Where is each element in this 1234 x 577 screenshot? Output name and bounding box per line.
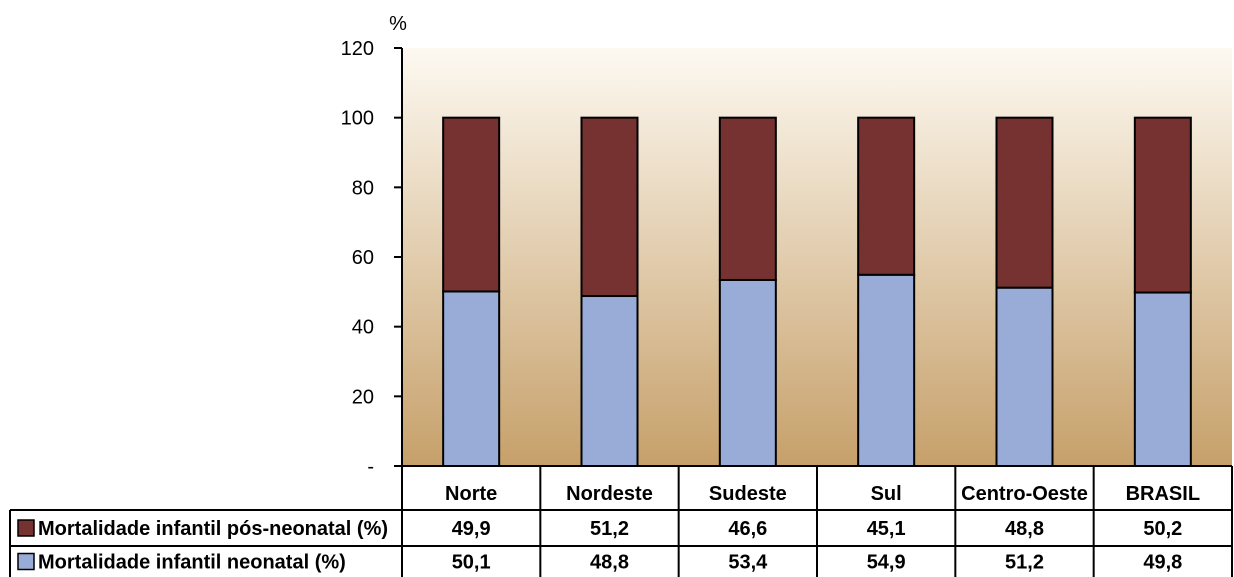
bar-neonatal-1 [580,295,639,467]
bar-pos-neonatal-1 [580,116,639,298]
bar-neonatal-5 [1133,291,1192,467]
bar-pos-neonatal-2 [718,116,777,281]
bar-neonatal-2 [718,278,777,467]
y-tick-label: 20 [352,386,374,408]
y-tick-label: - [367,456,374,478]
table-cell-value: 46,6 [728,518,767,540]
data-table: Norte Nordeste Sudeste Sul Centro-Oeste BRASI… [9,466,1233,577]
category-label: Norte [445,483,497,505]
bars [442,116,1192,468]
bar-pos-neonatal-4 [995,116,1054,289]
category-label: Sudeste [709,483,787,505]
table-cell-value: 53,4 [728,552,768,574]
bar-neonatal-3 [857,273,916,468]
table-cell-value: 51,2 [590,518,629,540]
category-label: Centro-Oeste [961,483,1088,505]
table-cell-value: 49,8 [1143,552,1182,574]
table-cell-value: 48,8 [590,552,629,574]
table-cell-value: 54,9 [867,552,906,574]
y-tick-label: 120 [341,38,374,60]
legend-key-neonatal [17,552,35,571]
legend-key-pos-neonatal [17,519,35,537]
category-label: BRASIL [1126,483,1200,505]
bar-neonatal-0 [442,290,501,467]
table-cell-value: 49,9 [452,518,491,540]
category-label: Sul [871,483,902,505]
plot-area [402,48,1232,466]
table-cell-value: 45,1 [867,518,906,540]
y-axis-unit-label: % [389,13,407,35]
table-cell-value: 50,1 [452,552,491,574]
y-tick-label: 100 [341,108,374,130]
table-cell-value: 51,2 [1005,552,1044,574]
table-cell-value: 50,2 [1143,518,1182,540]
bar-pos-neonatal-3 [857,116,916,276]
category-label: Nordeste [566,483,653,505]
bar-pos-neonatal-0 [442,116,501,293]
bar-neonatal-4 [995,286,1054,467]
y-tick-label: 40 [352,317,374,339]
bar-pos-neonatal-5 [1133,116,1192,294]
y-tick-label: 60 [352,247,374,269]
legend-label: Mortalidade infantil pós-neonatal (%) [38,518,388,540]
y-tick-label: 80 [352,177,374,199]
legend-label: Mortalidade infantil neonatal (%) [38,552,346,574]
table-cell-value: 48,8 [1005,518,1044,540]
